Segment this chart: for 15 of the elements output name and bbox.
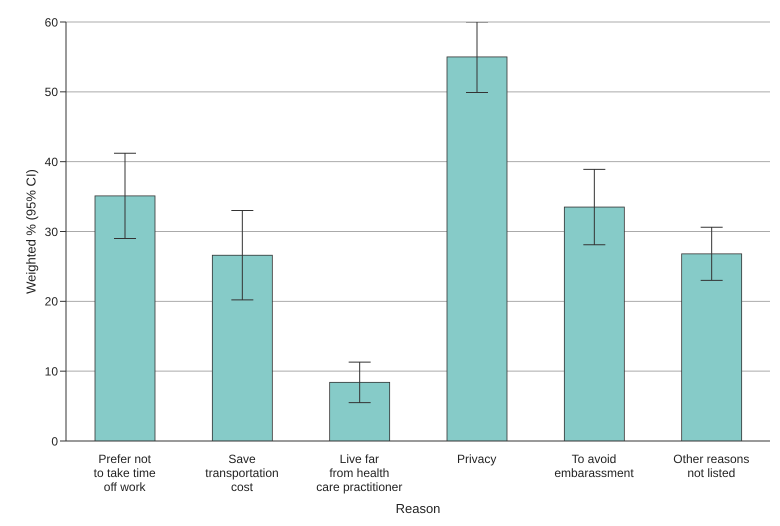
x-axis-title: Reason: [396, 501, 440, 516]
y-tick-label: 0: [51, 434, 58, 448]
y-axis-title: Weighted % (95% CI): [24, 169, 39, 294]
y-tick-label: 50: [44, 85, 58, 100]
y-tick-label: 10: [44, 364, 58, 378]
x-tick-label: Live far from health care practitioner: [316, 452, 402, 494]
y-tick-label: 20: [44, 294, 58, 309]
x-tick-label: Prefer not to take time off work: [94, 452, 156, 494]
y-tick-label: 60: [44, 15, 58, 30]
x-tick-label: To avoid embarassment: [554, 452, 634, 480]
x-tick-label: Save transportation cost: [205, 452, 279, 494]
y-tick-label: 30: [44, 224, 58, 239]
x-tick-label: Privacy: [456, 452, 496, 466]
y-tick-label: 40: [44, 154, 58, 169]
x-tick-label: Other reasons not listed: [673, 452, 750, 480]
